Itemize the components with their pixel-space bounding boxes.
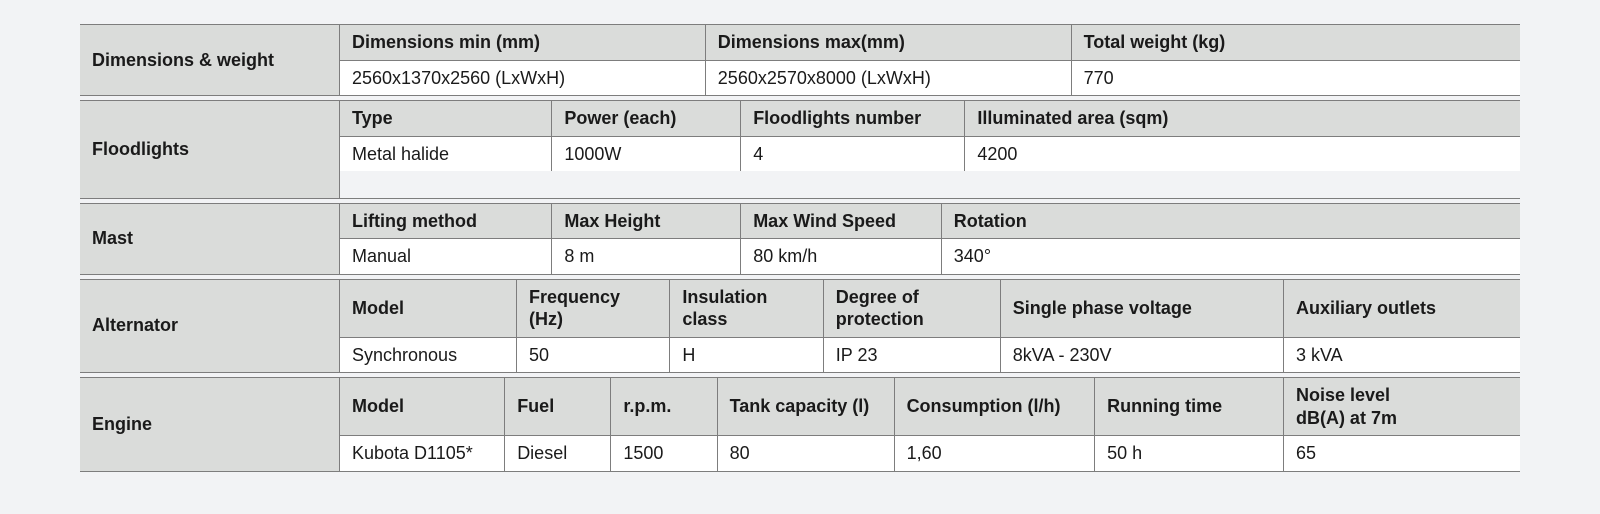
header-row: Lifting methodMax HeightMax Wind SpeedRo… [340, 204, 1520, 239]
value-cell: Diesel [505, 436, 611, 471]
header-cell: Consumption (l/h) [895, 378, 1096, 435]
section-alternator: AlternatorModelFrequency (Hz)Insulation … [80, 279, 1520, 374]
value-cell: Manual [340, 239, 552, 274]
value-cell: 8 m [552, 239, 741, 274]
grid-engine: ModelFuelr.p.m.Tank capacity (l)Consumpt… [340, 378, 1520, 471]
header-cell: Single phase voltage [1001, 280, 1284, 337]
value-cell: 8kVA - 230V [1001, 338, 1284, 373]
value-cell: Kubota D1105* [340, 436, 505, 471]
rowhead-dimensions: Dimensions & weight [80, 25, 340, 95]
header-cell: Floodlights number [741, 101, 965, 136]
header-cell: Model [340, 280, 517, 337]
header-cell: Insulation class [670, 280, 823, 337]
value-cell: 65 [1284, 436, 1520, 471]
value-cell: H [670, 338, 823, 373]
header-row: ModelFuelr.p.m.Tank capacity (l)Consumpt… [340, 378, 1520, 435]
header-cell: Illuminated area (sqm) [965, 101, 1520, 136]
header-cell: Rotation [942, 204, 1520, 239]
header-cell: Noise leveldB(A) at 7m [1284, 378, 1520, 435]
value-cell: 3 kVA [1284, 338, 1520, 373]
header-cell: Fuel [505, 378, 611, 435]
section-dimensions: Dimensions & weightDimensions min (mm)Di… [80, 24, 1520, 96]
header-row: TypePower (each)Floodlights numberIllumi… [340, 101, 1520, 136]
grid-dimensions: Dimensions min (mm)Dimensions max(mm)Tot… [340, 25, 1520, 95]
value-cell: 80 [718, 436, 895, 471]
grid-floodlights: TypePower (each)Floodlights numberIllumi… [340, 101, 1520, 198]
value-cell: IP 23 [824, 338, 1001, 373]
header-cell: Tank capacity (l) [718, 378, 895, 435]
header-cell: Model [340, 378, 505, 435]
value-cell: 80 km/h [741, 239, 942, 274]
header-row: ModelFrequency (Hz)Insulation classDegre… [340, 280, 1520, 337]
header-cell: Total weight (kg) [1072, 25, 1520, 60]
value-cell: 770 [1072, 61, 1520, 96]
rowhead-mast: Mast [80, 204, 340, 274]
value-row: Kubota D1105*Diesel1500801,6050 h65 [340, 435, 1520, 471]
value-row: Synchronous50HIP 238kVA - 230V3 kVA [340, 337, 1520, 373]
header-cell: Type [340, 101, 552, 136]
header-cell: r.p.m. [611, 378, 717, 435]
header-cell: Max Height [552, 204, 741, 239]
section-engine: EngineModelFuelr.p.m.Tank capacity (l)Co… [80, 377, 1520, 472]
value-cell: 340° [942, 239, 1520, 274]
value-cell: 50 h [1095, 436, 1284, 471]
header-cell: Max Wind Speed [741, 204, 942, 239]
header-row: Dimensions min (mm)Dimensions max(mm)Tot… [340, 25, 1520, 60]
header-cell: Running time [1095, 378, 1284, 435]
header-cell: Auxiliary outlets [1284, 280, 1520, 337]
header-cell: Lifting method [340, 204, 552, 239]
value-cell: 1,60 [895, 436, 1096, 471]
rowhead-floodlights: Floodlights [80, 101, 340, 198]
rowhead-engine: Engine [80, 378, 340, 471]
value-cell: 1500 [611, 436, 717, 471]
header-cell: Frequency (Hz) [517, 280, 670, 337]
value-cell: Synchronous [340, 338, 517, 373]
header-cell: Power (each) [552, 101, 741, 136]
value-cell: 4 [741, 137, 965, 172]
header-cell: Dimensions max(mm) [706, 25, 1072, 60]
value-cell: 2560x1370x2560 (LxWxH) [340, 61, 706, 96]
header-cell: Dimensions min (mm) [340, 25, 706, 60]
value-cell: 1000W [552, 137, 741, 172]
grid-alternator: ModelFrequency (Hz)Insulation classDegre… [340, 280, 1520, 373]
value-row: 2560x1370x2560 (LxWxH)2560x2570x8000 (Lx… [340, 60, 1520, 96]
value-row: Manual8 m80 km/h340° [340, 238, 1520, 274]
value-cell: Metal halide [340, 137, 552, 172]
value-cell: 2560x2570x8000 (LxWxH) [706, 61, 1072, 96]
value-row: Metal halide1000W44200 [340, 136, 1520, 198]
header-cell: Degree of protection [824, 280, 1001, 337]
value-cell: 50 [517, 338, 670, 373]
rowhead-alternator: Alternator [80, 280, 340, 373]
spec-tables: Dimensions & weightDimensions min (mm)Di… [80, 24, 1520, 472]
section-mast: MastLifting methodMax HeightMax Wind Spe… [80, 203, 1520, 275]
value-cell: 4200 [965, 137, 1520, 172]
grid-mast: Lifting methodMax HeightMax Wind SpeedRo… [340, 204, 1520, 274]
section-floodlights: FloodlightsTypePower (each)Floodlights n… [80, 100, 1520, 199]
